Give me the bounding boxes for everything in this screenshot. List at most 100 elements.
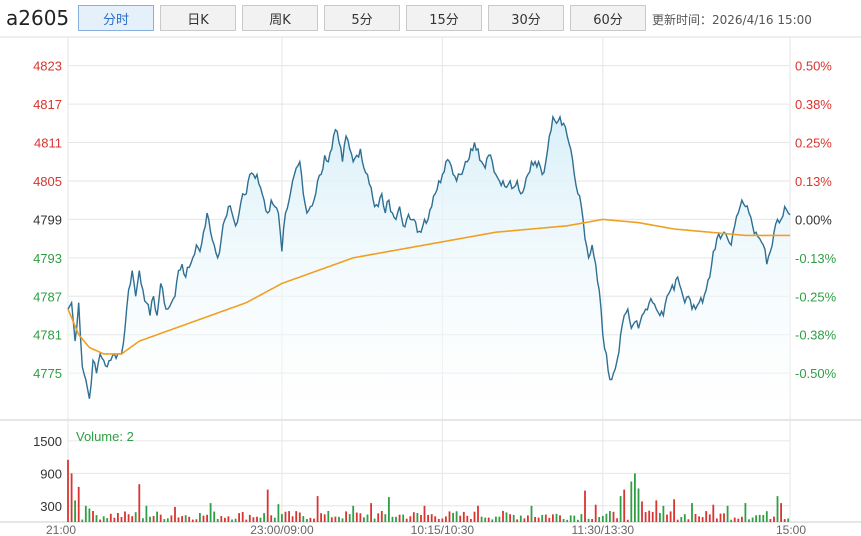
volume-bar	[323, 514, 326, 522]
volume-bar	[559, 515, 561, 522]
volume-bar	[416, 513, 419, 522]
volume-bar	[733, 517, 736, 522]
volume-bar	[206, 514, 208, 522]
volume-bar	[673, 499, 675, 522]
volume-bar	[662, 505, 665, 522]
average-line	[67, 218, 790, 355]
symbol-title: a2605	[6, 6, 70, 30]
volume-bar	[427, 515, 429, 522]
volume-bar	[95, 515, 98, 522]
volume-bar	[537, 517, 540, 522]
volume-bar	[156, 511, 158, 522]
tab-intraday[interactable]: 分时	[78, 5, 154, 31]
price-area-fill	[68, 116, 790, 419]
volume-bar	[719, 513, 722, 522]
volume-bar	[420, 515, 422, 522]
volume-bar	[666, 514, 668, 522]
volume-bar	[509, 514, 511, 522]
volume-bar	[220, 516, 223, 522]
volume-bar	[166, 518, 169, 522]
volume-bar	[306, 519, 308, 522]
volume-bar	[309, 517, 312, 522]
volume-bar	[231, 519, 233, 522]
volume-bar	[241, 512, 244, 522]
volume-bar	[527, 515, 529, 522]
volume-bar	[81, 519, 84, 522]
x-tick-label: 21:00	[46, 523, 76, 536]
volume-bar	[437, 519, 440, 522]
y-tick-left: 4805	[33, 174, 62, 189]
volume-bar	[712, 504, 715, 522]
volume-bar	[298, 512, 301, 522]
volume-bar	[152, 516, 155, 522]
volume-bar	[601, 515, 604, 522]
volume-bar	[316, 496, 319, 522]
volume-bar	[452, 512, 454, 522]
volume-bar	[338, 516, 340, 522]
volume-y-tick: 900	[40, 466, 62, 481]
volume-bar	[188, 516, 191, 522]
volume-bar	[466, 515, 469, 522]
volume-bar	[498, 516, 501, 522]
volume-bar	[181, 516, 183, 522]
volume-bar	[580, 514, 583, 522]
volume-bar	[224, 517, 226, 522]
volume-bar	[680, 517, 683, 522]
tab-daily-k[interactable]: 日K	[160, 5, 236, 31]
tab-15min[interactable]: 15分	[406, 5, 482, 31]
volume-bar	[751, 517, 754, 522]
volume-bar	[384, 514, 387, 522]
volume-bar	[348, 514, 351, 522]
volume-bar	[327, 511, 330, 522]
volume-bar	[637, 488, 640, 522]
volume-bar	[248, 514, 251, 522]
volume-bar	[131, 516, 134, 522]
volume-bar	[238, 513, 240, 522]
volume-bar	[659, 512, 661, 522]
volume-bar	[441, 518, 444, 522]
volume-bar	[609, 511, 611, 522]
x-tick-label: 15:00	[776, 523, 806, 536]
volume-bar	[783, 519, 786, 522]
volume-bar	[149, 516, 151, 522]
tab-weekly-k[interactable]: 周K	[242, 5, 318, 31]
volume-bar	[209, 503, 212, 522]
volume-bar	[744, 503, 747, 522]
volume-bar	[701, 517, 704, 522]
volume-bar	[655, 500, 658, 522]
volume-bar	[88, 508, 91, 522]
volume-bar	[391, 516, 394, 522]
volume-bar	[495, 516, 497, 522]
volume-bar	[748, 519, 750, 522]
y-tick-right: 0.00%	[795, 212, 832, 227]
volume-bar	[191, 519, 194, 522]
volume-bar	[587, 518, 590, 522]
volume-bar	[434, 516, 437, 522]
volume-bar	[552, 514, 554, 522]
volume-bar	[487, 517, 490, 522]
volume-bar	[177, 517, 180, 522]
update-time-value: 2026/4/16 15:00	[712, 13, 812, 27]
price-line	[67, 114, 791, 399]
tab-60min[interactable]: 60分	[570, 5, 646, 31]
volume-bars	[67, 459, 790, 522]
tab-5min[interactable]: 5分	[324, 5, 400, 31]
volume-bar	[605, 513, 608, 522]
volume-bar	[516, 519, 519, 522]
volume-bar	[313, 518, 315, 522]
volume-bar	[651, 512, 654, 522]
volume-bar	[623, 489, 626, 522]
volume-bar	[562, 519, 565, 522]
volume-bar	[142, 518, 144, 522]
tab-30min[interactable]: 30分	[488, 5, 564, 31]
volume-bar	[626, 519, 629, 522]
y-tick-right: 0.38%	[795, 97, 832, 112]
volume-bar	[762, 515, 765, 522]
volume-bar	[687, 519, 690, 522]
volume-bar	[644, 512, 647, 522]
volume-bar	[512, 514, 515, 522]
volume-bar	[694, 514, 697, 522]
y-tick-left: 4811	[34, 136, 62, 151]
volume-bar	[758, 514, 761, 522]
volume-bar	[691, 503, 693, 522]
